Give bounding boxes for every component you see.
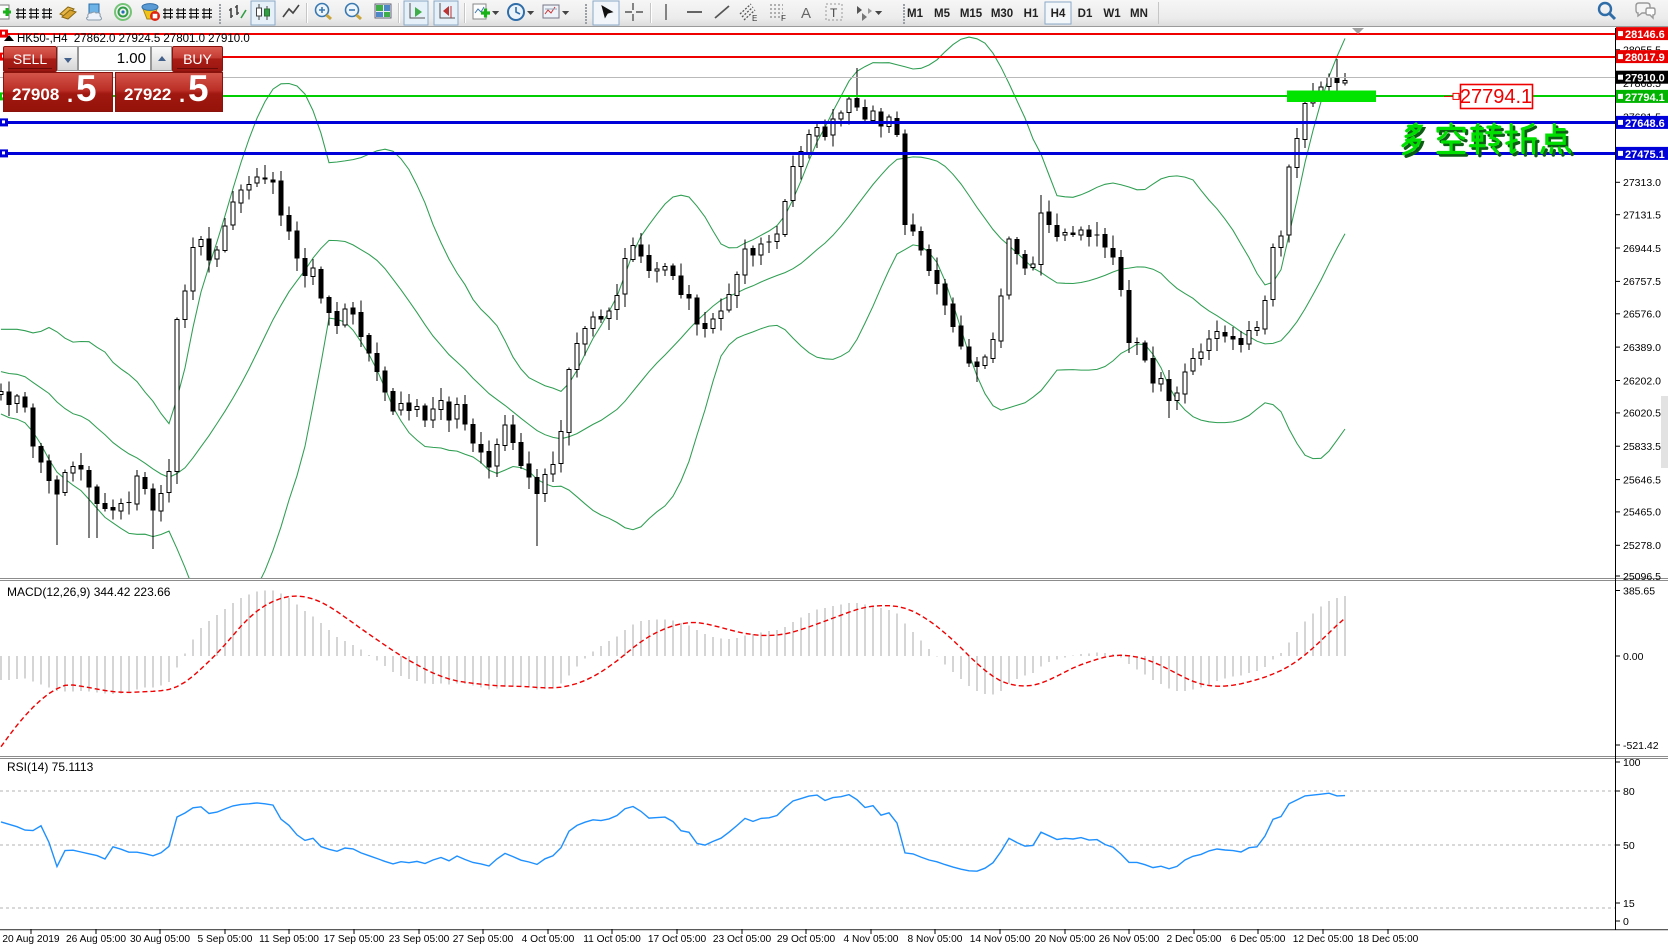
svg-text:5 Sep 05:00: 5 Sep 05:00: [198, 934, 253, 945]
svg-text:E: E: [752, 14, 757, 23]
svg-text:M30: M30: [991, 8, 1013, 20]
svg-text:4 Oct 05:00: 4 Oct 05:00: [522, 934, 575, 945]
svg-text:MACD(12,26,9) 344.42 223.66: MACD(12,26,9) 344.42 223.66: [7, 585, 171, 599]
svg-text:RSI(14) 75.1113: RSI(14) 75.1113: [7, 760, 94, 774]
svg-text:26576.0: 26576.0: [1623, 309, 1661, 321]
svg-text:17 Oct 05:00: 17 Oct 05:00: [648, 934, 707, 945]
svg-text:80: 80: [1623, 786, 1635, 798]
svg-text:MN: MN: [1130, 8, 1148, 20]
svg-text:27794.1: 27794.1: [1460, 86, 1532, 108]
svg-text:4 Nov 05:00: 4 Nov 05:00: [844, 934, 899, 945]
svg-text:385.65: 385.65: [1623, 585, 1655, 597]
svg-text:15: 15: [1623, 898, 1635, 910]
svg-text:HK50-,H4 27862.0 27924.5 2780: HK50-,H4 27862.0 27924.5 27801.0 27910.0: [17, 33, 250, 45]
svg-text:25465.0: 25465.0: [1623, 507, 1661, 519]
svg-text:0: 0: [1623, 916, 1629, 928]
svg-text:27475.1: 27475.1: [1625, 149, 1665, 161]
svg-text:25646.5: 25646.5: [1623, 474, 1661, 486]
svg-text:18 Dec 05:00: 18 Dec 05:00: [1358, 934, 1419, 945]
svg-text:W1: W1: [1103, 8, 1121, 20]
svg-text:12 Dec 05:00: 12 Dec 05:00: [1293, 934, 1354, 945]
svg-text:26 Nov 05:00: 26 Nov 05:00: [1099, 934, 1160, 945]
svg-text:26757.5: 26757.5: [1623, 276, 1661, 288]
svg-text:25833.5: 25833.5: [1623, 441, 1661, 453]
svg-text:17 Sep 05:00: 17 Sep 05:00: [324, 934, 385, 945]
svg-text:26 Aug 05:00: 26 Aug 05:00: [66, 934, 126, 945]
svg-text:23 Oct 05:00: 23 Oct 05:00: [713, 934, 772, 945]
svg-text:6 Dec 05:00: 6 Dec 05:00: [1231, 934, 1286, 945]
svg-text:27910.0: 27910.0: [1625, 73, 1665, 85]
svg-text:25096.5: 25096.5: [1623, 571, 1661, 583]
svg-text:20 Nov 05:00: 20 Nov 05:00: [1035, 934, 1096, 945]
svg-text:27313.0: 27313.0: [1623, 177, 1661, 189]
svg-text:-521.42: -521.42: [1623, 740, 1659, 752]
svg-text:50: 50: [1623, 840, 1635, 852]
svg-text:11 Sep 05:00: 11 Sep 05:00: [259, 934, 319, 945]
svg-text:M1: M1: [907, 8, 924, 20]
svg-text:27794.1: 27794.1: [1625, 92, 1665, 104]
svg-text:T: T: [830, 6, 838, 20]
svg-text:0.00: 0.00: [1623, 651, 1644, 663]
svg-text:20 Aug 2019: 20 Aug 2019: [2, 934, 60, 945]
svg-text:26944.5: 26944.5: [1623, 243, 1661, 255]
svg-text:14 Nov 05:00: 14 Nov 05:00: [970, 934, 1031, 945]
svg-text:F: F: [781, 14, 786, 23]
svg-text:27648.6: 27648.6: [1625, 118, 1665, 130]
svg-text:26202.0: 26202.0: [1623, 375, 1661, 387]
svg-text:28146.6: 28146.6: [1625, 29, 1665, 41]
svg-text:23 Sep 05:00: 23 Sep 05:00: [389, 934, 450, 945]
svg-text:A: A: [801, 5, 811, 22]
svg-text:27 Sep 05:00: 27 Sep 05:00: [453, 934, 514, 945]
svg-text:2 Dec 05:00: 2 Dec 05:00: [1167, 934, 1222, 945]
svg-text:30 Aug 05:00: 30 Aug 05:00: [130, 934, 190, 945]
svg-text:8 Nov 05:00: 8 Nov 05:00: [908, 934, 963, 945]
svg-text:26020.5: 26020.5: [1623, 408, 1661, 420]
svg-text:H1: H1: [1024, 8, 1039, 20]
svg-text:M15: M15: [960, 8, 983, 20]
svg-text:26389.0: 26389.0: [1623, 342, 1661, 354]
svg-text:100: 100: [1623, 757, 1641, 769]
svg-text:28017.9: 28017.9: [1625, 52, 1665, 64]
svg-text:M5: M5: [934, 8, 951, 20]
svg-text:27131.5: 27131.5: [1623, 210, 1661, 222]
svg-text:29 Oct 05:00: 29 Oct 05:00: [777, 934, 836, 945]
svg-text:11 Oct 05:00: 11 Oct 05:00: [583, 934, 641, 945]
svg-text:H4: H4: [1051, 8, 1066, 20]
svg-text:D1: D1: [1078, 8, 1093, 20]
svg-text:25278.0: 25278.0: [1623, 540, 1661, 552]
